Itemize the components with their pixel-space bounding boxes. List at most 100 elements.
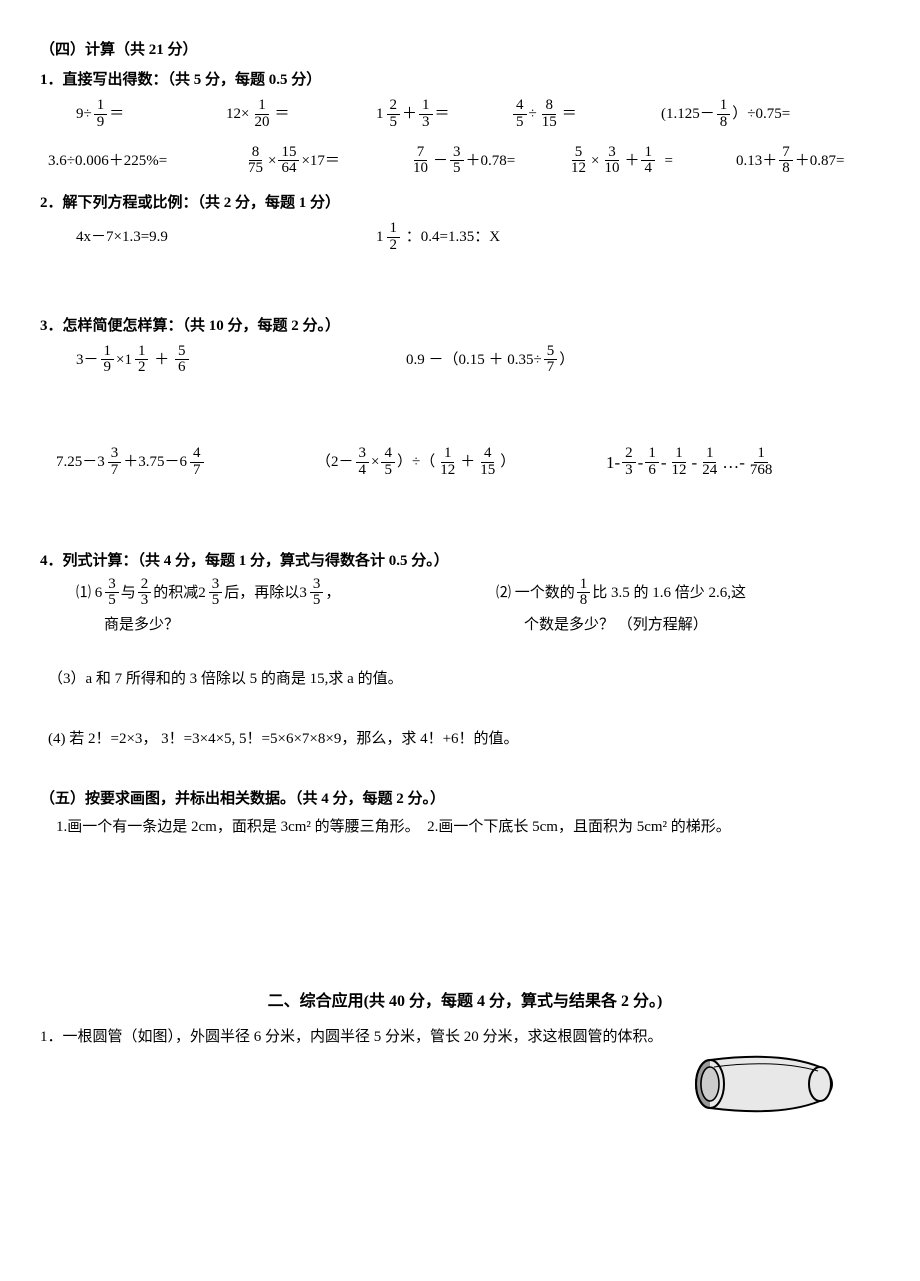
den: 5 <box>209 593 223 609</box>
den: 8 <box>779 161 793 177</box>
txt: 1- <box>606 449 620 476</box>
den: 9 <box>94 115 108 131</box>
txt: ⑵ 一个数的 <box>496 581 575 605</box>
den: 20 <box>251 115 272 131</box>
den: 12 <box>568 161 589 177</box>
whole: 2 <box>198 581 206 605</box>
txt: …- <box>722 449 745 476</box>
num: 1 <box>94 98 108 115</box>
num: 4 <box>190 446 204 463</box>
op: ÷ <box>529 102 537 126</box>
txt: ）÷（ <box>397 450 435 474</box>
q4-p4: (4) 若 2！=2×3， 3！=3×4×5, 5！=5×6×7×8×9，那么，… <box>48 727 890 751</box>
num: 1 <box>717 98 731 115</box>
txt: 0.13＋ <box>736 149 777 173</box>
den: 5 <box>105 593 119 609</box>
expr: 3.6÷0.006＋225%= <box>48 149 167 173</box>
den: 12 <box>437 463 458 479</box>
s5-line: 1.画一个有一条边是 2cm，面积是 3cm² 的等腰三角形。 2.画一个下底长… <box>56 815 890 839</box>
den: 3 <box>138 593 152 609</box>
q1-title: 1．直接写出得数：（共 5 分，每题 0.5 分） <box>40 68 890 92</box>
num: 3 <box>605 145 619 162</box>
num: 15 <box>278 145 299 162</box>
den: 6 <box>645 463 659 479</box>
den: 15 <box>539 115 560 131</box>
txt: (1.125－ <box>661 102 715 126</box>
num: 7 <box>779 145 793 162</box>
whole: 1 <box>376 102 384 126</box>
txt: 的积减 <box>153 581 198 605</box>
num: 1 <box>419 98 433 115</box>
num: 8 <box>249 145 263 162</box>
num: 1 <box>754 446 768 463</box>
txt: 后，再除以 <box>224 581 299 605</box>
txt: ＝ <box>562 102 577 126</box>
txt: 9÷ <box>76 102 92 126</box>
pipe-figure <box>690 1049 840 1127</box>
txt: ） <box>500 450 515 474</box>
den: 5 <box>310 593 324 609</box>
txt: ＋0.78= <box>466 149 516 173</box>
num: 3 <box>450 145 464 162</box>
whole: 3 <box>299 581 307 605</box>
den: 24 <box>699 463 720 479</box>
den: 7 <box>190 463 204 479</box>
num: 1 <box>255 98 269 115</box>
den: 10 <box>601 161 622 177</box>
s2-q1: 1．一根圆管（如图），外圆半径 6 分米，内圆半径 5 分米，管长 20 分米，… <box>40 1025 890 1049</box>
whole: 1 <box>376 225 384 249</box>
txt: 3－ <box>76 348 99 372</box>
q2-row: 4x－7×1.3=9.9 112 ：0.4=1.35：X <box>76 221 890 254</box>
num: 4 <box>381 446 395 463</box>
den: 3 <box>622 463 636 479</box>
num: 7 <box>414 145 428 162</box>
num: 1 <box>441 446 455 463</box>
txt: ×17＝ <box>301 149 339 173</box>
txt: ）÷0.75= <box>732 102 790 126</box>
q4-title: 4．列式计算：（共 4 分，每题 1 分，算式与得数各计 0.5 分。） <box>40 549 890 573</box>
den: 5 <box>513 115 527 131</box>
section-5-title: （五）按要求画图，并标出相关数据。（共 4 分，每题 2 分。） <box>40 787 890 811</box>
den: 6 <box>175 360 189 376</box>
txt: 与 <box>121 581 136 605</box>
op: × <box>591 149 599 173</box>
num: 1 <box>641 145 655 162</box>
q4-row1: ⑴ 635与23的积减235后，再除以335， 商是多少？ ⑵ 一个数的18比 … <box>76 577 890 638</box>
section-4-title: （四）计算（共 21 分） <box>40 38 890 62</box>
num: 1 <box>672 446 686 463</box>
num: 3 <box>310 577 324 594</box>
q1-row1: 9÷19＝ 12×120＝ 125＋13＝ 45÷815＝ (1.125－18）… <box>76 98 890 131</box>
op: ＋ <box>150 348 173 372</box>
txt: ＋3.75－ <box>123 450 179 474</box>
den: 9 <box>101 360 115 376</box>
q3-row2: 7.25－337＋3.75－647 （2－34×45）÷（112＋415） 1-… <box>56 446 890 479</box>
op: － <box>433 149 448 173</box>
num: 4 <box>513 98 527 115</box>
q1-row2: 3.6÷0.006＋225%= 875×1564×17＝ 710－35＋0.78… <box>48 145 890 178</box>
num: 1 <box>703 446 717 463</box>
num: 4 <box>481 446 495 463</box>
txt: ：0.4=1.35：X <box>402 225 500 249</box>
num: 3 <box>108 446 122 463</box>
num: 5 <box>175 344 189 361</box>
txt: ） <box>559 348 574 372</box>
txt: 商是多少？ <box>104 613 456 637</box>
num: 1 <box>577 577 591 594</box>
den: 12 <box>669 463 690 479</box>
txt: ＝ <box>109 102 124 126</box>
den: 768 <box>747 463 776 479</box>
op: × <box>371 450 379 474</box>
den: 64 <box>278 161 299 177</box>
den: 7 <box>544 360 558 376</box>
txt: 比 3.5 的 1.6 倍少 2.6,这 <box>592 581 746 605</box>
op: ＋ <box>402 102 417 126</box>
txt: （2－ <box>316 450 354 474</box>
num: 8 <box>542 98 556 115</box>
txt: 个数是多少？ （列方程解） <box>524 613 746 637</box>
txt: ＝ <box>274 102 289 126</box>
den: 8 <box>717 115 731 131</box>
den: 75 <box>245 161 266 177</box>
den: 4 <box>641 161 655 177</box>
whole: 3 <box>97 450 105 474</box>
num: 5 <box>572 145 586 162</box>
